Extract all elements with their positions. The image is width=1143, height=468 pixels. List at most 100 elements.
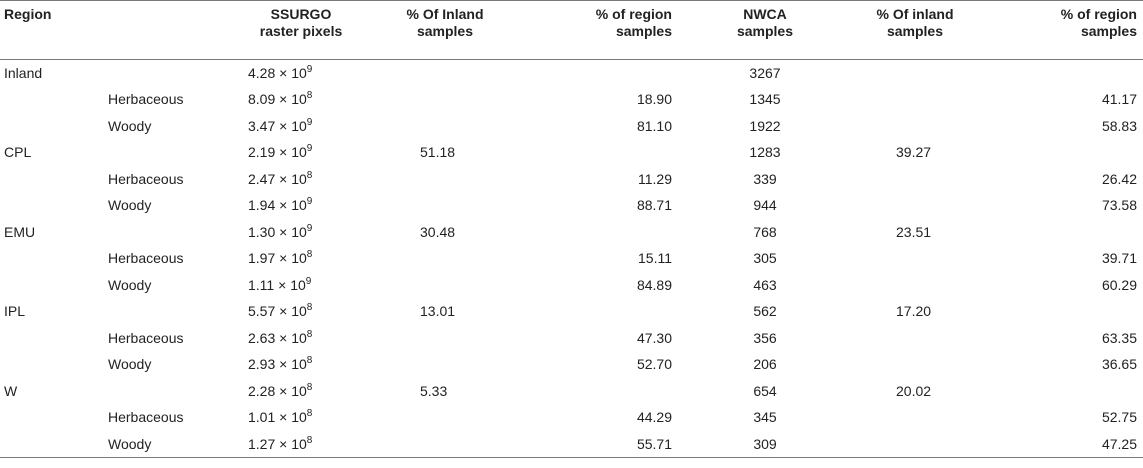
ssurgo-pixels-cell: 4.28 × 109 xyxy=(232,60,370,87)
table-row: Woody 1.11 × 109 84.89 463 60.29 xyxy=(0,272,1143,299)
nwca-samples-cell: 654 xyxy=(753,382,777,399)
ssurgo-pixels-cell: 3.47 × 109 xyxy=(232,113,370,140)
ssurgo-pixels-cell: 2.63 × 108 xyxy=(232,325,370,352)
table-row: Herbaceous 8.09 × 108 18.90 1345 41.17 xyxy=(0,86,1143,113)
pct-region-ssurgo-cell: 84.89 xyxy=(636,276,672,293)
cover-type-cell: Woody xyxy=(104,430,232,458)
pixels-mantissa: 2.28 xyxy=(248,382,276,399)
pct-inland-nwca-cell xyxy=(840,404,990,431)
cover-type-cell: Herbaceous xyxy=(108,170,184,187)
pct-region-nwca-cell xyxy=(990,139,1143,166)
pct-inland-nwca-cell: 39.27 xyxy=(896,144,932,161)
pixels-base: 10 xyxy=(291,435,307,452)
region-cell xyxy=(0,86,104,113)
pixels-base: 10 xyxy=(291,170,307,187)
region-cell xyxy=(0,325,104,352)
header-pct-region-nwca: % of region samples xyxy=(990,0,1143,60)
pct-inland-ssurgo-cell xyxy=(370,60,520,87)
pixels-mantissa: 2.19 xyxy=(248,144,276,161)
pixels-mantissa: 1.97 xyxy=(248,250,276,267)
pixels-base: 10 xyxy=(291,303,307,320)
cover-type-cell xyxy=(104,298,232,325)
cover-type-cell: Herbaceous xyxy=(108,250,184,267)
table-header: Region SSURGO raster pixels % Of Inland sa… xyxy=(0,0,1143,60)
cover-type-cell xyxy=(104,139,232,166)
ssurgo-pixels-cell: 2.47 × 108 xyxy=(232,166,370,193)
ssurgo-pixels-cell: 1.94 × 109 xyxy=(232,192,370,219)
times-symbol: × xyxy=(279,91,288,108)
times-symbol: × xyxy=(279,303,288,320)
cover-type-cell: Herbaceous xyxy=(108,91,184,108)
pixels-mantissa: 2.93 xyxy=(248,356,276,373)
pct-region-ssurgo-cell: 47.30 xyxy=(636,329,672,346)
region-cell xyxy=(0,351,104,378)
region-cell: W xyxy=(4,382,18,399)
pct-inland-nwca-cell xyxy=(840,245,990,272)
pct-region-ssurgo-cell: 11.29 xyxy=(638,170,672,187)
pixels-exponent: 8 xyxy=(306,90,313,102)
pct-inland-nwca-cell xyxy=(840,166,990,193)
table-row: Woody 3.47 × 109 81.10 1922 58.83 xyxy=(0,113,1143,140)
pct-inland-ssurgo-cell xyxy=(370,272,520,299)
pct-region-ssurgo-cell: 52.70 xyxy=(636,356,672,373)
pixels-base: 10 xyxy=(291,144,307,161)
header-region: Region xyxy=(0,0,104,60)
pixels-base: 10 xyxy=(291,250,307,267)
times-symbol: × xyxy=(279,144,288,161)
pct-region-nwca-cell xyxy=(990,60,1143,87)
pixels-base: 10 xyxy=(291,382,307,399)
region-cell: Inland xyxy=(4,65,43,81)
cover-type-cell: Herbaceous xyxy=(108,329,184,346)
times-symbol: × xyxy=(278,276,287,293)
pixels-mantissa: 1.01 xyxy=(248,409,276,426)
header-subregion xyxy=(104,0,232,60)
times-symbol: × xyxy=(279,382,288,399)
region-cell xyxy=(0,404,104,431)
pixels-base: 10 xyxy=(291,197,307,214)
region-cell xyxy=(0,166,104,193)
pct-region-nwca-cell: 39.71 xyxy=(1101,250,1137,267)
header-pct-region-ssurgo: % of region samples xyxy=(520,0,690,60)
pct-inland-nwca-cell: 23.51 xyxy=(896,223,932,240)
region-cell: EMU xyxy=(4,223,36,240)
nwca-samples-cell: 1283 xyxy=(749,144,781,161)
cover-type-cell xyxy=(104,60,232,87)
table-row: Woody 1.27 × 108 55.71 309 47.25 xyxy=(0,430,1143,458)
pixels-base: 10 xyxy=(291,356,307,373)
pixels-mantissa: 1.94 xyxy=(248,197,276,214)
pct-inland-ssurgo-cell: 51.18 xyxy=(420,144,456,161)
ssurgo-pixels-cell: 1.30 × 109 xyxy=(232,219,370,246)
cover-type-cell: Woody xyxy=(108,276,152,293)
pixels-base: 10 xyxy=(290,276,306,293)
table-row: Woody 1.94 × 109 88.71 944 73.58 xyxy=(0,192,1143,219)
pixels-mantissa: 1.27 xyxy=(248,435,276,452)
pct-inland-ssurgo-cell xyxy=(370,404,520,431)
pct-inland-ssurgo-cell xyxy=(370,166,520,193)
pct-inland-nwca-cell xyxy=(840,351,990,378)
pct-region-nwca-cell: 58.83 xyxy=(1101,117,1137,134)
ssurgo-pixels-cell: 8.09 × 108 xyxy=(232,86,370,113)
times-symbol: × xyxy=(279,250,288,267)
pct-region-ssurgo-cell: 88.71 xyxy=(636,197,672,214)
nwca-samples-cell: 944 xyxy=(753,197,777,214)
pixels-exponent: 8 xyxy=(306,434,313,446)
times-symbol: × xyxy=(279,356,288,373)
table-row: IPL 5.57 × 108 13.01 562 17.20 xyxy=(0,298,1143,325)
pct-region-ssurgo-cell: 15.11 xyxy=(638,250,672,267)
pct-region-nwca-cell: 52.75 xyxy=(1101,409,1137,426)
nwca-samples-cell: 1922 xyxy=(749,117,781,134)
pct-inland-nwca-cell xyxy=(840,272,990,299)
region-cell xyxy=(0,272,104,299)
header-nwca-samples: NWCA samples xyxy=(690,0,840,60)
pct-region-ssurgo-cell xyxy=(520,219,690,246)
header-pct-inland-nwca: % Of inland samples xyxy=(840,0,990,60)
pixels-exponent: 8 xyxy=(306,408,313,420)
ssurgo-pixels-cell: 1.01 × 108 xyxy=(232,404,370,431)
ssurgo-pixels-cell: 2.19 × 109 xyxy=(232,139,370,166)
table-row: Herbaceous 1.01 × 108 44.29 345 52.75 xyxy=(0,404,1143,431)
pixels-mantissa: 5.57 xyxy=(248,303,276,320)
pct-inland-ssurgo-cell xyxy=(370,351,520,378)
pct-inland-ssurgo-cell: 30.48 xyxy=(420,223,456,240)
nwca-samples-cell: 345 xyxy=(753,409,777,426)
region-cell xyxy=(0,192,104,219)
